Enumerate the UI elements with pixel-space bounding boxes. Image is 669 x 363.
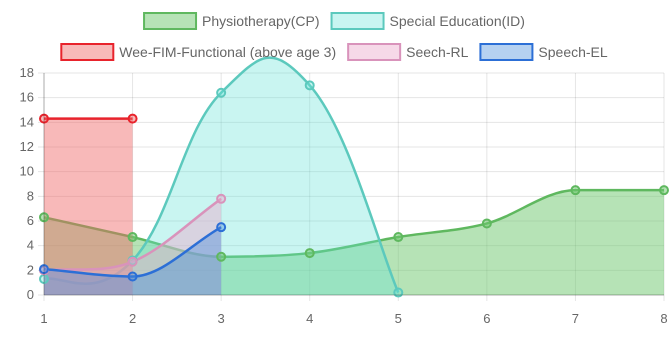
data-point[interactable] (127, 256, 138, 267)
data-point[interactable] (659, 185, 669, 196)
data-point[interactable] (304, 80, 315, 91)
legend-label: Speech-EL (538, 44, 607, 60)
data-point[interactable] (127, 113, 138, 124)
y-tick-label: 8 (27, 188, 34, 203)
x-tick-label: 4 (306, 311, 313, 326)
y-tick-label: 14 (20, 114, 34, 129)
x-tick-label: 5 (395, 311, 402, 326)
legend-label: Wee-FIM-Functional (above age 3) (119, 44, 336, 60)
points-layer (39, 80, 669, 298)
y-tick-label: 2 (27, 262, 34, 277)
x-tick-label: 2 (129, 311, 136, 326)
data-point[interactable] (304, 248, 315, 259)
data-point[interactable] (39, 264, 49, 275)
y-tick-label: 16 (20, 90, 34, 105)
legend-item[interactable]: Speech-EL (479, 43, 608, 61)
data-point[interactable] (39, 113, 49, 124)
series-line (43, 188, 664, 259)
legend-item[interactable]: Special Education(ID) (330, 12, 525, 30)
data-point[interactable] (127, 232, 138, 243)
y-tick-label: 6 (27, 213, 34, 228)
y-tick-label: 0 (27, 287, 34, 302)
legend-item[interactable]: Physiotherapy(CP) (143, 12, 320, 30)
data-point[interactable] (481, 218, 492, 229)
y-tick-label: 18 (20, 65, 34, 80)
x-tick-label: 7 (572, 311, 579, 326)
legend-swatch (347, 43, 402, 61)
x-tick-label: 1 (40, 311, 47, 326)
y-tick-label: 12 (20, 139, 34, 154)
legend-item[interactable]: Seech-RL (347, 43, 469, 61)
y-tick-label: 4 (27, 238, 34, 253)
legend-label: Seech-RL (406, 44, 468, 60)
data-point[interactable] (216, 251, 227, 262)
series-area (44, 118, 133, 295)
legend: Physiotherapy(CP) Special Education(ID) We… (60, 12, 608, 61)
legend-swatch (330, 12, 385, 30)
series-area (44, 198, 222, 295)
x-tick-label: 3 (218, 311, 225, 326)
x-tick-label: 6 (483, 311, 490, 326)
data-point[interactable] (216, 222, 227, 233)
data-point[interactable] (127, 271, 138, 282)
series-line (43, 226, 222, 278)
legend-label: Special Education(ID) (390, 13, 525, 29)
series-line (43, 56, 400, 294)
legend-item[interactable]: Wee-FIM-Functional (above age 3) (60, 43, 336, 61)
series-area (44, 57, 399, 295)
x-tick-label: 8 (660, 311, 667, 326)
data-point[interactable] (216, 87, 227, 98)
series-area (44, 190, 664, 295)
data-point[interactable] (393, 232, 404, 243)
legend-swatch (60, 43, 115, 61)
legend-swatch (143, 12, 198, 30)
legend-swatch (479, 43, 534, 61)
legend-label: Physiotherapy(CP) (202, 13, 320, 29)
series-layer (43, 56, 664, 295)
data-point[interactable] (393, 287, 404, 298)
series-area (44, 227, 222, 295)
data-point[interactable] (39, 212, 49, 223)
data-point[interactable] (216, 193, 227, 204)
series-line (43, 197, 222, 272)
y-tick-label: 10 (20, 164, 34, 179)
data-point[interactable] (570, 185, 581, 196)
